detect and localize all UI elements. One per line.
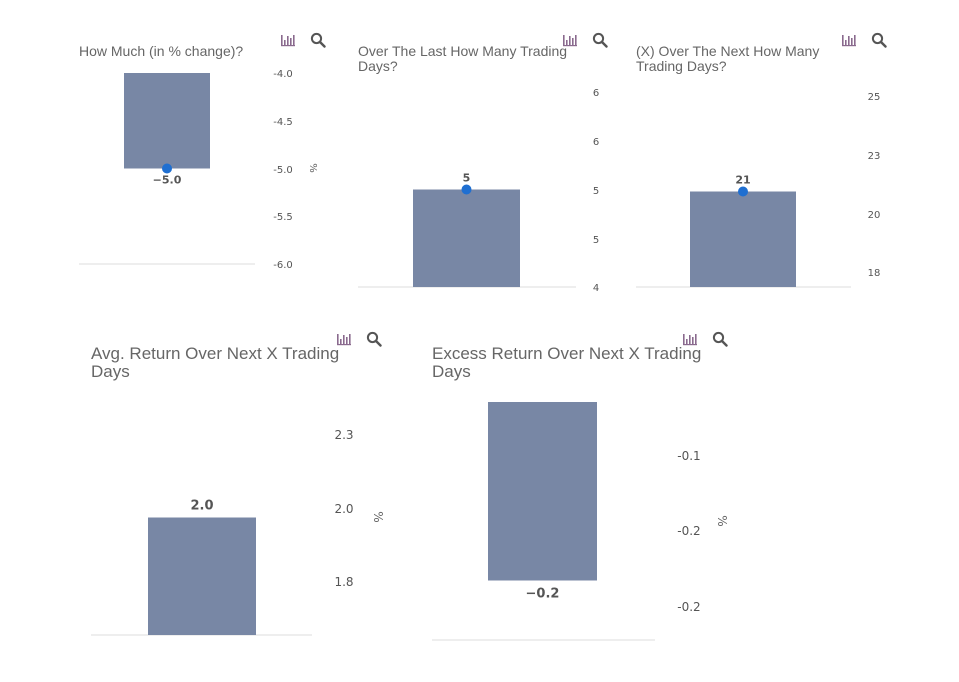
y-tick-label: 2.3 — [334, 428, 353, 442]
chart-plot: −0.2 -0.1 -0.2 -0.2% — [432, 402, 729, 641]
bar — [488, 402, 597, 581]
data-label: 5 — [463, 172, 471, 185]
bar-chart-icon[interactable] — [280, 32, 296, 48]
y-tick-label: -0.1 — [677, 449, 700, 463]
bar — [148, 517, 256, 635]
y-tick-label: 18 — [868, 268, 881, 279]
chart-plot: −5.0 -4.0 -4.5 -5.0 -5.5 -6.0% — [79, 69, 318, 271]
y-tick-label: -0.2 — [677, 600, 700, 614]
chart-toolbar — [682, 331, 728, 347]
y-tick-label: 2.0 — [334, 502, 353, 516]
bar-chart-icon[interactable] — [841, 32, 857, 48]
y-tick-label: 20 — [868, 210, 881, 221]
magnifier-icon[interactable] — [592, 32, 608, 48]
magnifier-icon[interactable] — [712, 331, 728, 347]
data-label: 2.0 — [190, 499, 213, 514]
magnifier-icon[interactable] — [871, 32, 887, 48]
chart-toolbar — [336, 331, 382, 347]
chart-panel-how-much: How Much (in % change)? −5.0 -4.0 -4.5 -5.0… — [0, 0, 340, 300]
chart-plot: 21 25 23 20 18 — [636, 92, 881, 288]
bar-chart-icon[interactable] — [336, 331, 352, 347]
y-tick-label: 25 — [868, 92, 881, 103]
y-axis-unit: % — [307, 163, 318, 173]
bar — [690, 191, 796, 287]
chart-toolbar — [280, 32, 326, 48]
chart-toolbar — [562, 32, 608, 48]
chart-panel-avg-return: Avg. Return Over Next X Trading Days 2.0… — [0, 0, 420, 682]
data-label: 21 — [735, 174, 750, 187]
chart-title: How Much (in % change)? — [79, 43, 244, 59]
y-tick-label: -5.5 — [273, 212, 293, 223]
bar — [413, 189, 520, 287]
y-tick-label: -4.0 — [273, 69, 293, 80]
bar-chart-icon[interactable] — [682, 331, 698, 347]
y-tick-label: 5 — [593, 235, 599, 246]
y-axis-unit: % — [715, 515, 729, 526]
y-tick-label: 4 — [593, 283, 599, 294]
chart-toolbar — [841, 32, 887, 48]
y-axis-unit: % — [371, 511, 385, 522]
chart-panel-last-trading-days: Over The Last How Many Trading Days? 5 6 6… — [0, 0, 640, 300]
value-marker — [461, 184, 472, 195]
y-tick-label: -0.2 — [677, 524, 700, 538]
chart-panel-next-trading-days: (X) Over The Next How Many Trading Days?… — [0, 0, 959, 300]
y-tick-label: 6 — [593, 88, 599, 99]
chart-title: (X) Over The Next How Many Trading Days? — [636, 43, 820, 74]
y-tick-label: 1.8 — [334, 575, 353, 589]
bar-chart-icon[interactable] — [562, 32, 578, 48]
magnifier-icon[interactable] — [366, 331, 382, 347]
value-marker — [738, 186, 748, 197]
chart-title: Excess Return Over Next X Trading Days — [432, 344, 702, 381]
chart-plot: 5 6 6 5 5 4 — [358, 88, 599, 294]
y-tick-label: -6.0 — [273, 260, 293, 271]
chart-title: Over The Last How Many Trading Days? — [358, 43, 568, 74]
chart-plot: 2.0 2.3 2.0 1.8% — [91, 428, 385, 636]
chart-panel-excess-return: Excess Return Over Next X Trading Days −… — [432, 331, 729, 641]
y-tick-label: 5 — [593, 186, 599, 197]
bar — [124, 73, 210, 169]
y-tick-label: 6 — [593, 137, 599, 148]
chart-title: Avg. Return Over Next X Trading Days — [91, 344, 340, 381]
y-tick-label: -4.5 — [273, 117, 293, 128]
y-tick-label: -5.0 — [273, 165, 293, 176]
value-marker — [162, 163, 172, 174]
y-tick-label: 23 — [868, 151, 881, 162]
data-label: −0.2 — [526, 587, 560, 602]
magnifier-icon[interactable] — [310, 32, 326, 48]
data-label: −5.0 — [153, 174, 182, 187]
